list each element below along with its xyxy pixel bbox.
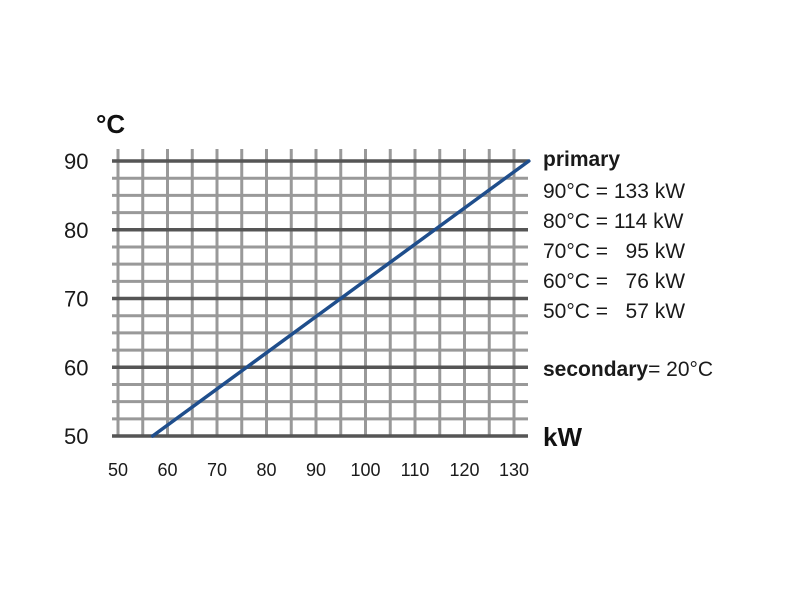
x-tick-label: 80 (256, 460, 276, 480)
x-tick-label: 110 (401, 460, 430, 480)
series-line (150, 159, 531, 438)
x-tick-labels: 50 60 70 80 90 100 110 120 130 (108, 460, 529, 480)
grid (112, 149, 528, 438)
y-tick-label: 60 (64, 355, 88, 380)
y-tick-labels: 50 60 70 80 90 (64, 149, 88, 449)
x-tick-label: 120 (449, 460, 479, 480)
x-tick-label: 70 (207, 460, 227, 480)
legend: primary 90°C = 133 kW 80°C = 114 kW 70°C… (543, 145, 713, 385)
legend-row: 90°C = 133 kW (543, 180, 686, 203)
legend-row: 80°C = 114 kW (543, 210, 684, 233)
x-tick-label: 50 (108, 460, 128, 480)
y-tick-label: 80 (64, 218, 88, 243)
y-tick-label: 90 (64, 149, 88, 174)
x-axis-unit: kW (543, 422, 582, 452)
y-tick-label: 50 (64, 424, 88, 449)
x-tick-label: 60 (157, 460, 177, 480)
series (150, 159, 531, 438)
x-tick-label: 130 (499, 460, 529, 480)
y-tick-label: 70 (64, 287, 88, 312)
secondary-label: secondary (543, 358, 649, 381)
y-axis-unit: °C (96, 109, 125, 139)
legend-title: primary (543, 148, 621, 171)
x-tick-label: 100 (350, 460, 380, 480)
x-tick-label: 90 (306, 460, 326, 480)
legend-row: 60°C = 76 kW (543, 270, 686, 293)
legend-row: 70°C = 95 kW (543, 240, 686, 263)
legend-row: 50°C = 57 kW (543, 300, 686, 323)
secondary-note: secondary= 20°C (543, 355, 713, 385)
secondary-value: = 20°C (648, 358, 714, 381)
